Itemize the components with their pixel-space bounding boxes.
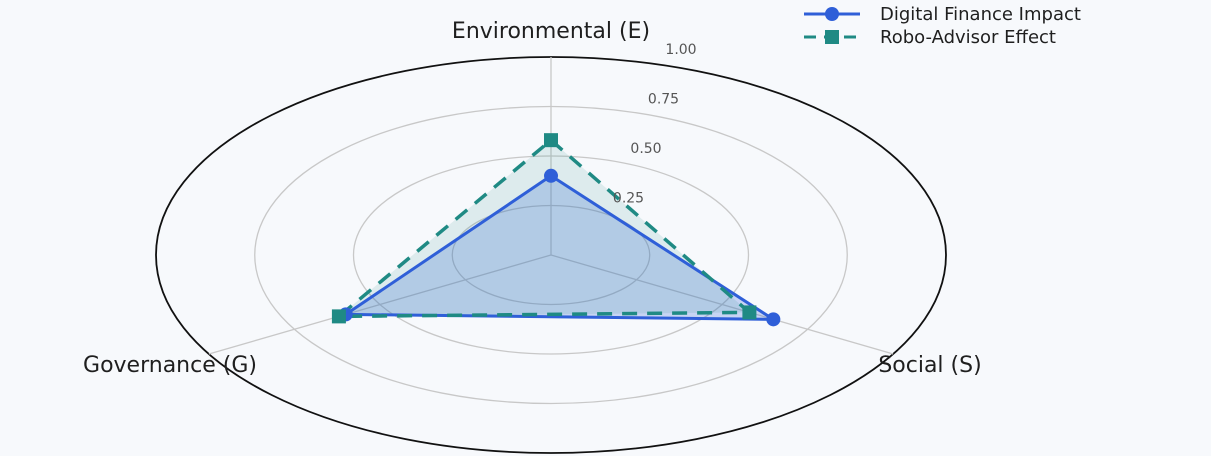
axis-label: Environmental (E) [452, 19, 650, 44]
radial-tick-label: 0.50 [630, 141, 661, 157]
fill-layer [338, 140, 774, 320]
axis-spoke [550, 254, 894, 355]
label-layer: 0.25 0.50 0.75 1.00 Environmental (E) Social … [83, 19, 982, 378]
series-2-point-1 [544, 133, 558, 148]
radial-tick-label: 1.00 [665, 42, 696, 58]
series-fill-2 [338, 140, 750, 317]
radial-tick-label: 0.75 [648, 92, 679, 108]
axis-spoke [208, 254, 552, 355]
radial-tick-label: 0.25 [613, 191, 644, 207]
line-layer [337, 138, 775, 321]
series-fill-1 [345, 175, 774, 320]
series-1-point-2 [766, 312, 781, 327]
legend-marker-2 [825, 30, 839, 44]
series-2-point-2 [742, 305, 757, 320]
series-line-2 [337, 138, 752, 319]
series-2-point-3 [331, 309, 346, 324]
legend-marker-1 [825, 7, 839, 21]
legend-label-1: Digital Finance Impact [880, 4, 1081, 25]
axis-label: Governance (G) [83, 353, 257, 378]
series-line-1 [344, 174, 775, 321]
axis-label: Social (S) [878, 353, 981, 378]
legend-label-2: Robo-Advisor Effect [880, 27, 1056, 48]
grid-layer [155, 56, 947, 454]
series-1-point-1 [544, 168, 558, 183]
marker-layer [331, 133, 781, 327]
